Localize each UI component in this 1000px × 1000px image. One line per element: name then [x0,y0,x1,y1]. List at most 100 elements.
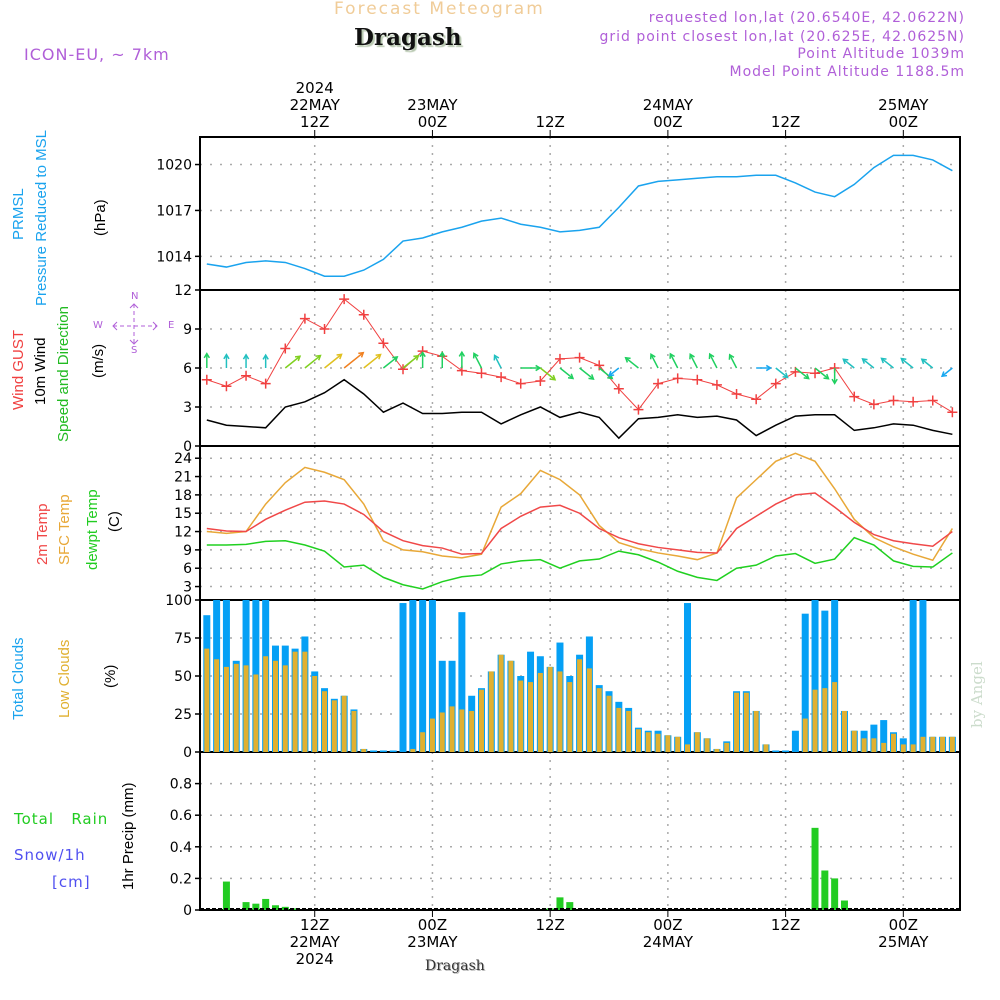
low-cloud-bar [508,660,514,752]
low-cloud-bar [439,712,445,752]
pressure-line [206,154,953,277]
y-tick-label: 12 [174,525,192,541]
gust-marker [751,394,762,405]
wind-arrow-head [535,364,542,372]
wind-arrow-head [765,364,773,372]
top-time-label: 2024 [296,79,334,97]
wind-arrow-head [493,354,500,361]
gust-marker [496,372,507,383]
total-cloud-bar [409,600,417,752]
y-tick-label: 0.6 [170,808,192,824]
wind-arrow-head [419,350,426,358]
wind-arrow [921,358,934,369]
wind-arrow-head [803,373,810,380]
wind-arrow-head [940,371,948,378]
low-cloud-bar [498,654,504,752]
y-tick-label: 50 [174,669,192,685]
wind-arrow [324,353,343,369]
low-cloud-bar [655,733,661,752]
low-cloud-bar [488,671,494,752]
total-cloud-bar [370,750,378,752]
compass-w: W [93,320,103,331]
top-time-label: 12Z [535,113,564,131]
wind-arrow [382,356,398,369]
requested-coords: requested lon,lat (20.6540E, 42.0622N) [648,10,965,26]
wind-arrow [650,353,659,369]
bottom-time-label: 12Z [535,916,564,934]
total-cloud-bar [811,600,819,752]
wind-arrow [402,355,419,369]
rain-bar [811,827,819,910]
low-cloud-bar [282,665,288,752]
gust-marker [927,395,938,406]
low-cloud-bar [469,710,475,752]
low-cloud-bar [891,733,897,752]
rain-bar [840,900,848,910]
rain-bar [242,902,250,910]
rain-bar [566,902,574,910]
gust-marker [398,364,409,375]
wind-arrow-head [472,352,479,359]
model-point-altitude: Model Point Altitude 1188.5m [729,64,965,80]
bottom-time-label: 24MAY [643,933,694,951]
compass-e: E [168,320,175,331]
wind-arrow [842,358,855,369]
total-cloud-bar [919,600,927,752]
low-cloud-bar [940,736,946,752]
wind-arrow-head [336,353,343,360]
low-cloud-bar [322,691,328,752]
wind-arrow [689,353,698,369]
wind-arrow [493,355,502,369]
low-cloud-bar [910,744,916,752]
top-time-label: 12Z [771,113,800,131]
y-tick-label: 100 [165,593,192,609]
total-cloud-bar [801,613,809,752]
rain-bar [222,881,230,910]
low-cloud-bar [528,682,534,752]
low-cloud-bar [214,659,220,752]
total-cloud-bar [379,750,387,752]
wind-speed-line [206,378,953,440]
wind-arrow-head [920,358,927,365]
y-tick-label: 75 [174,631,192,647]
bottom-time-label: 00Z [418,916,447,934]
low-cloud-bar [665,735,671,752]
rain-bar [831,878,839,910]
low-cloud-bar [743,692,749,752]
wind-arrow-head [413,354,420,361]
low-cloud-bar [596,688,602,752]
compass-n: N [131,291,139,302]
gust-marker [672,373,683,384]
low-cloud-bar [292,651,298,752]
compass-s: S [131,345,138,356]
wind-arrow-head [567,373,575,380]
low-cloud-bar [881,742,887,752]
wind-arrow-head [223,353,230,360]
wind-arrow-head [262,353,269,360]
gust-marker [888,395,899,406]
bottom-time-label: 12Z [771,916,800,934]
gust-marker [574,352,585,363]
low-cloud-bar [547,666,553,752]
total-cloud-bar [684,603,691,752]
gust-marker [319,324,330,334]
model-label: ICON-EU, ~ 7km [24,45,170,64]
gust-marker [633,404,644,415]
wind-arrow [862,358,875,369]
gust-marker [358,309,369,320]
low-cloud-bar [635,729,641,752]
low-cloud-bar [302,651,308,752]
low-cloud-bar [900,744,906,752]
rain-bar [821,870,829,910]
t2m-line [206,492,953,555]
panel-frame [199,751,961,911]
y-tick-label: 9 [183,322,192,338]
wind-arrow [539,367,556,381]
low-cloud-bar [616,707,622,752]
low-cloud-bar [802,718,808,752]
low-cloud-bar [557,671,563,752]
low-cloud-bar [312,676,318,752]
dewpoint-line [206,536,953,590]
wind-arrow-head [439,350,446,358]
low-cloud-bar [518,680,524,752]
